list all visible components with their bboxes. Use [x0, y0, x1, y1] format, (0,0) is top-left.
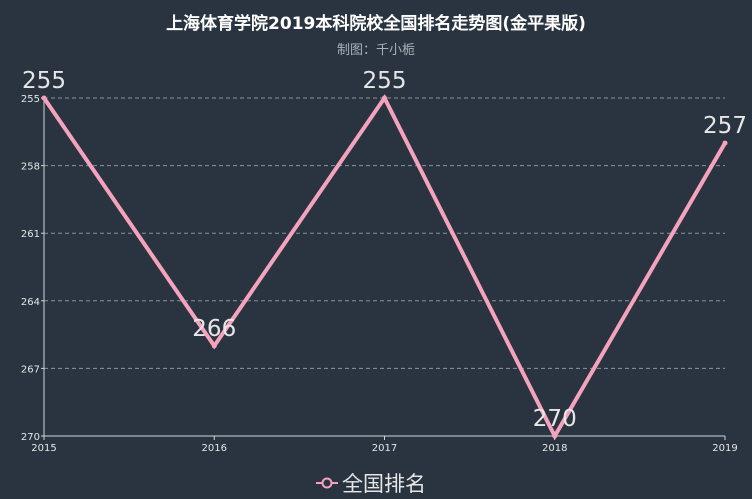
y-tick-label: 264	[21, 297, 40, 308]
data-point[interactable]	[722, 140, 728, 146]
data-point[interactable]	[41, 95, 47, 101]
y-tick-labels: 255 258 261 264 267 270	[21, 94, 44, 443]
chart-subtitle: 制图：千小栀	[337, 43, 415, 58]
y-tick-label: 267	[21, 364, 40, 375]
x-tick-label: 2016	[202, 443, 227, 454]
gridlines	[44, 97, 725, 369]
x-tick-label: 2018	[542, 443, 567, 454]
x-tick-labels: 2015 2016 2017 2018 2019	[31, 436, 738, 454]
series-line	[42, 94, 727, 441]
series	[41, 94, 728, 441]
x-tick-label: 2017	[372, 443, 397, 454]
data-label: 255	[22, 68, 66, 94]
data-label: 266	[192, 316, 236, 342]
x-tick-label: 2019	[712, 443, 737, 454]
data-point[interactable]	[552, 433, 558, 439]
x-tick-label: 2015	[31, 443, 56, 454]
legend-marker-icon[interactable]	[321, 477, 333, 489]
legend[interactable]: 全国排名	[316, 472, 426, 496]
data-labels: 255 266 255 270 257	[22, 68, 747, 432]
data-label: 270	[533, 406, 577, 432]
y-tick-label: 270	[21, 432, 40, 443]
data-point[interactable]	[211, 343, 217, 349]
chart-title: 上海体育学院2019本科院校全国排名走势图(金平果版)	[166, 13, 586, 34]
data-point[interactable]	[382, 95, 387, 101]
y-tick-label: 255	[21, 94, 40, 105]
y-tick-label: 261	[21, 229, 40, 240]
axes	[43, 98, 725, 437]
data-label: 255	[363, 68, 407, 94]
legend-label[interactable]: 全国排名	[342, 472, 426, 496]
y-tick-label: 258	[21, 162, 40, 173]
data-label: 257	[703, 113, 747, 139]
